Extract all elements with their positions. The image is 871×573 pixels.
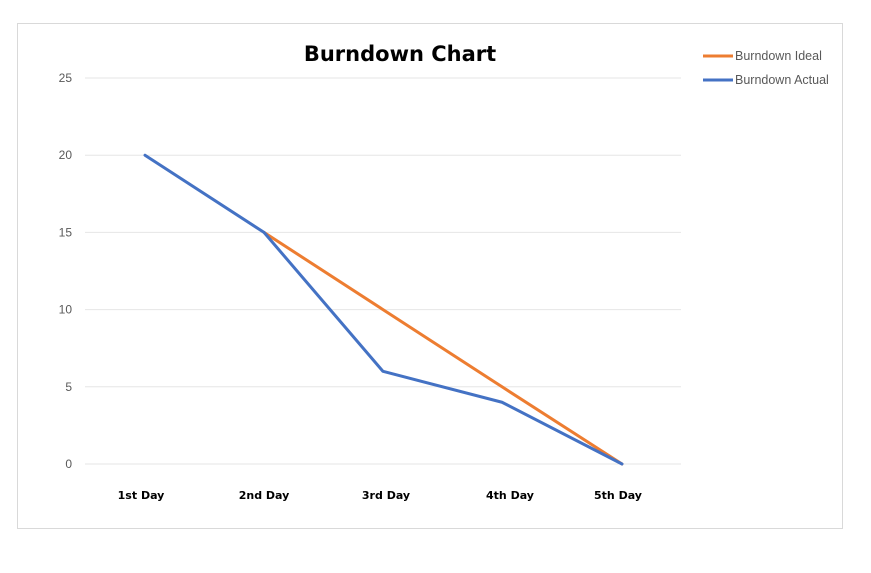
x-tick-label: 5th Day <box>594 489 642 502</box>
y-axis-ticks: 0 5 10 15 20 25 <box>59 71 73 471</box>
y-tick-label: 15 <box>59 225 73 239</box>
x-tick-label: 2nd Day <box>239 489 290 502</box>
y-tick-label: 0 <box>65 457 72 471</box>
y-tick-label: 5 <box>65 380 72 394</box>
series-lines <box>143 153 624 466</box>
legend-label: Burndown Ideal <box>735 49 822 63</box>
x-tick-label: 3rd Day <box>362 489 410 502</box>
series-line <box>262 230 624 466</box>
series-line <box>143 153 624 466</box>
y-tick-label: 20 <box>59 148 73 162</box>
y-tick-label: 10 <box>59 303 73 317</box>
y-tick-label: 25 <box>59 71 73 85</box>
x-tick-label: 4th Day <box>486 489 534 502</box>
x-axis-ticks: 1st Day 2nd Day 3rd Day 4th Day 5th Day <box>118 489 642 502</box>
legend-label: Burndown Actual <box>735 73 829 87</box>
legend: Burndown Ideal Burndown Actual <box>703 49 829 87</box>
x-tick-label: 1st Day <box>118 489 165 502</box>
chart-title: Burndown Chart <box>304 42 496 66</box>
grid-lines <box>85 77 681 465</box>
chart-frame <box>17 23 843 529</box>
